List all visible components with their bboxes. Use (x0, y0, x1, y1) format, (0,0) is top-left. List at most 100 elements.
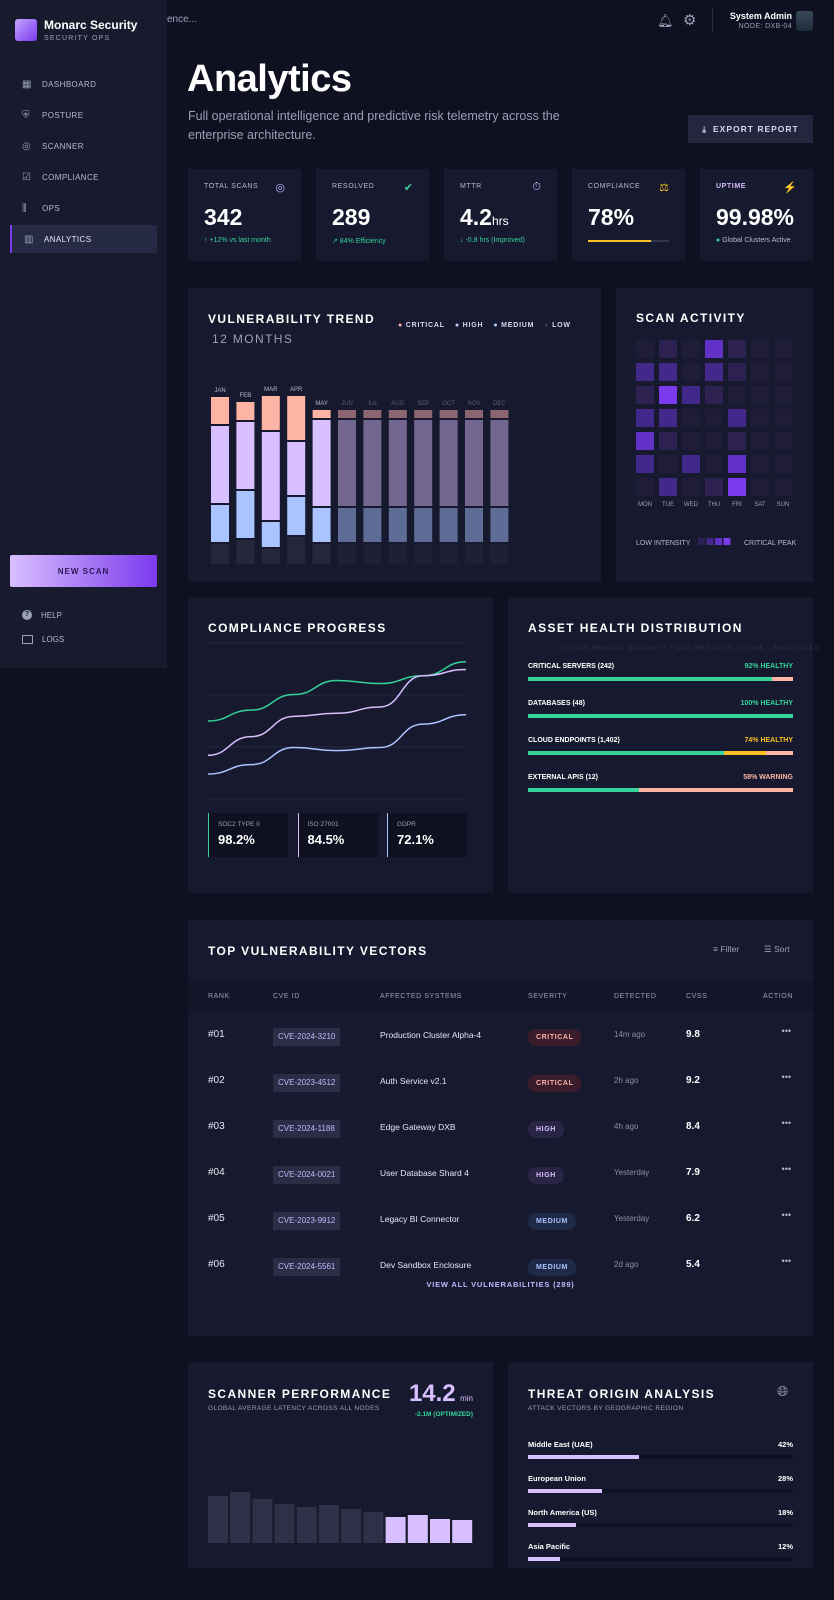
cve-id[interactable]: CVE-2024-5561 (273, 1258, 341, 1276)
cve-id[interactable]: CVE-2023-9912 (273, 1212, 341, 1230)
sidebar-item-analytics[interactable]: ▥ ANALYTICS (10, 225, 157, 253)
heatmap-cell (751, 386, 769, 404)
kpi-value: 78% (588, 204, 635, 230)
table-row[interactable]: #02 CVE-2023-4512 Auth Service v2.1 CRIT… (188, 1058, 813, 1104)
app-name: Monarc Security (44, 18, 138, 32)
kpi-label: UPTIME (716, 183, 747, 190)
sidebar-item-label: OPS (42, 203, 61, 213)
avatar[interactable] (796, 11, 813, 31)
divider (712, 8, 713, 32)
day-label: SAT (754, 502, 766, 508)
rank: #02 (208, 1075, 225, 1086)
bell-icon[interactable]: 🔔︎ (657, 13, 674, 28)
heatmap-cell (728, 386, 746, 404)
column-header[interactable]: DETECTED (614, 993, 657, 1000)
more-actions-icon[interactable]: ••• (781, 1210, 791, 1220)
sidebar-item-scanner[interactable]: ◎ SCANNER (10, 132, 157, 160)
scan-activity-title: SCAN ACTIVITY (636, 311, 746, 325)
latency-bar (252, 1499, 273, 1543)
kpi-card: TOTAL SCANS ◎ 342 ↑ +12% vs last month (188, 169, 301, 261)
bar-may-critical (312, 410, 331, 418)
search-input[interactable]: ence... (167, 14, 197, 25)
threat-region: Middle East (UAE) 42% (528, 1440, 793, 1459)
app-subtitle: SECURITY OPS (44, 35, 111, 42)
affected-system: Edge Gateway DXB (380, 1122, 456, 1132)
threat-region: Asia Pacific 12% (528, 1542, 793, 1561)
bar-sep-high (414, 420, 433, 506)
table-row[interactable]: #01 CVE-2024-3210 Production Cluster Alp… (188, 1012, 813, 1058)
kpi-card: RESOLVED ✔ 289 ↗ 84% Efficiency (316, 169, 429, 261)
export-report-button[interactable]: ⤓ EXPORT REPORT (688, 115, 813, 143)
table-row[interactable]: #03 CVE-2024-1188 Edge Gateway DXB HIGH … (188, 1104, 813, 1150)
heatmap-cell (751, 409, 769, 427)
more-actions-icon[interactable]: ••• (781, 1256, 791, 1266)
day-label: MON (638, 502, 652, 508)
month-label: JUN (341, 401, 353, 407)
more-actions-icon[interactable]: ••• (781, 1072, 791, 1082)
sidebar-item-dashboard[interactable]: ▦ DASHBOARD (10, 70, 157, 98)
sidebar-item-posture[interactable]: ⛨ POSTURE (10, 101, 157, 129)
asset-health-bar (528, 714, 793, 718)
gavel-icon: ⚖ (659, 182, 669, 194)
affected-system: Legacy BI Connector (380, 1214, 460, 1224)
scanner-value: 14.2 min (408, 1380, 473, 1407)
month-label: MAR (264, 387, 278, 393)
help-link[interactable]: ? HELP (22, 610, 62, 620)
column-header[interactable]: CVSS (686, 993, 708, 1000)
severity-badge: HIGH (528, 1121, 564, 1138)
kpi-progress-bar (588, 240, 669, 242)
heatmap-cell (728, 409, 746, 427)
trend-heading: VULNERABILITY TREND 12 MONTHS (208, 309, 393, 349)
heatmap-cell (659, 455, 677, 473)
logo-shield-icon (15, 19, 37, 41)
more-actions-icon[interactable]: ••• (781, 1118, 791, 1128)
compliance-stat: ISO 27001 84.5% (297, 813, 378, 857)
help-icon: ? (22, 610, 32, 620)
latency-bar (230, 1492, 251, 1543)
month-label: SEP (417, 401, 429, 407)
column-header[interactable]: RANK (208, 993, 230, 1000)
cve-id[interactable]: CVE-2024-3210 (273, 1028, 341, 1046)
table-row[interactable]: #06 CVE-2024-5561 Dev Sandbox Enclosure … (188, 1242, 813, 1288)
bar-jul-critical (363, 410, 382, 418)
target-icon: ◎ (275, 182, 285, 194)
heatmap-cell (659, 340, 677, 358)
sidebar-item-compliance[interactable]: ☑ COMPLIANCE (10, 163, 157, 191)
stat-value: 84.5% (307, 832, 345, 847)
table-row[interactable]: #05 CVE-2023-9912 Legacy BI Connector ME… (188, 1196, 813, 1242)
bar-feb-critical (236, 402, 255, 420)
logs-link[interactable]: LOGS (22, 635, 64, 644)
sidebar-item-ops[interactable]: ⫼ OPS (10, 194, 157, 222)
sort-button[interactable]: ☰ Sort (764, 944, 790, 954)
threat-region: North America (US) 18% (528, 1508, 793, 1527)
gear-icon[interactable]: ⚙ (683, 12, 697, 29)
asset-status: 100% HEALTHY (740, 700, 793, 707)
globe-icon[interactable]: 🌐︎ (777, 1383, 789, 1399)
kpi-value: 342 (204, 204, 243, 230)
view-all-link[interactable]: VIEW ALL VULNERABILITIES (289) (426, 1280, 575, 1289)
asset-label: DATABASES (48) (528, 700, 585, 707)
cve-id[interactable]: CVE-2023-4512 (273, 1074, 341, 1092)
cve-id[interactable]: CVE-2024-1188 (273, 1120, 340, 1138)
download-icon: ⤓ (702, 123, 708, 134)
detected: Yesterday (614, 1168, 650, 1177)
column-header[interactable]: CVE ID (273, 993, 300, 1000)
new-scan-button[interactable]: NEW SCAN (10, 555, 157, 587)
heat-legend-swatch (698, 538, 705, 545)
filter-button[interactable]: ≡ Filter (713, 944, 740, 954)
stat-label: GDPR (397, 821, 416, 828)
affected-system: User Database Shard 4 (380, 1168, 469, 1178)
cvss-score: 9.2 (686, 1075, 700, 1086)
more-actions-icon[interactable]: ••• (781, 1164, 791, 1174)
column-header[interactable]: ACTION (762, 993, 793, 1000)
cve-id[interactable]: CVE-2024-0021 (273, 1166, 341, 1184)
heatmap-cell (659, 478, 677, 496)
kpi-label: TOTAL SCANS (204, 183, 259, 190)
kpi-label: MTTR (460, 183, 482, 190)
rank: #05 (208, 1213, 225, 1224)
table-row[interactable]: #04 CVE-2024-0021 User Database Shard 4 … (188, 1150, 813, 1196)
asset-item: DATABASES (48) 100% HEALTHY (528, 700, 793, 718)
column-header[interactable]: AFFECTED SYSTEMS (380, 993, 462, 1000)
column-header[interactable]: SEVERITY (528, 993, 568, 1000)
more-actions-icon[interactable]: ••• (781, 1026, 791, 1036)
